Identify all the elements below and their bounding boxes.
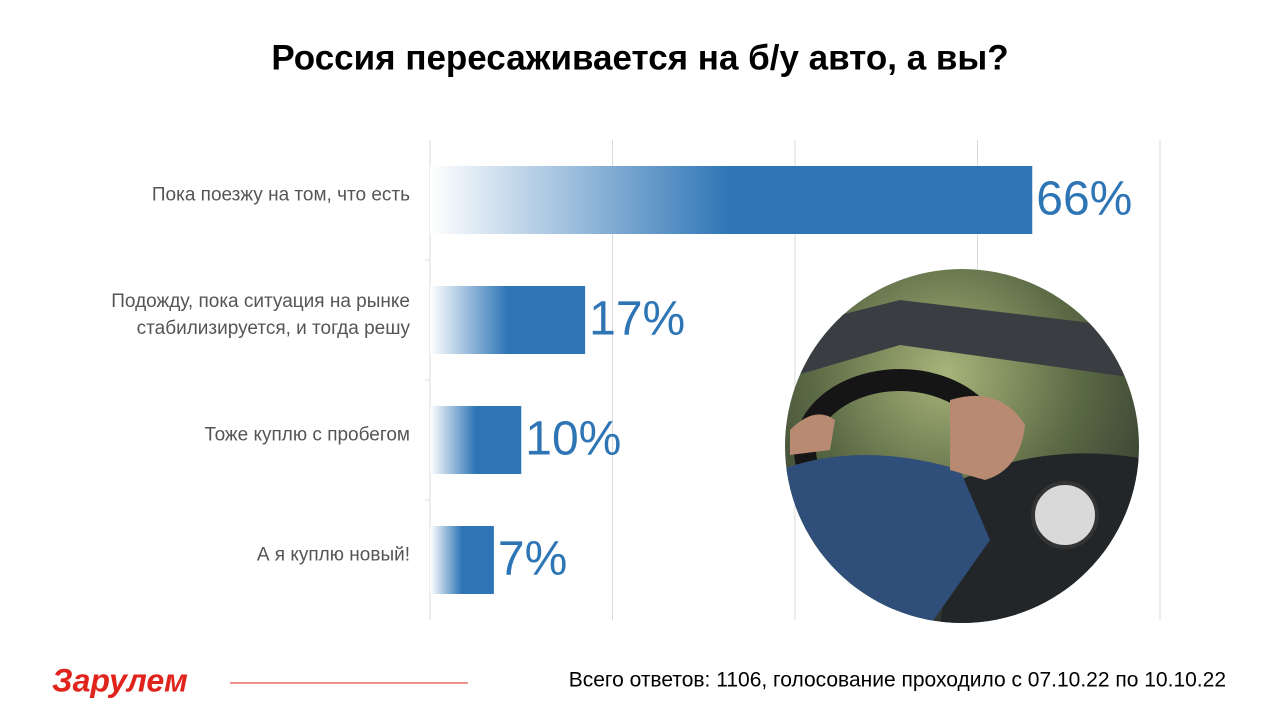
value-label: 10% [525, 413, 621, 466]
bar [430, 526, 494, 594]
photo [785, 269, 1139, 623]
value-label: 66% [1036, 173, 1132, 226]
chart-title: Россия пересаживается на б/у авто, а вы? [271, 38, 1008, 77]
logo: Зарулем [52, 662, 188, 698]
category-label: Тоже куплю с пробегом [204, 424, 410, 446]
value-label: 7% [498, 533, 567, 586]
footnote: Всего ответов: 1106, голосование проходи… [569, 669, 1226, 692]
category-label: Пока поезжу на том, что есть [151, 184, 410, 206]
category-label: Подожду, пока ситуация на рынке стабилиз… [111, 291, 410, 339]
value-label: 17% [589, 293, 685, 346]
bar [430, 406, 522, 474]
bar [430, 166, 1033, 234]
category-label: А я куплю новый! [256, 544, 410, 566]
bar [430, 286, 586, 354]
